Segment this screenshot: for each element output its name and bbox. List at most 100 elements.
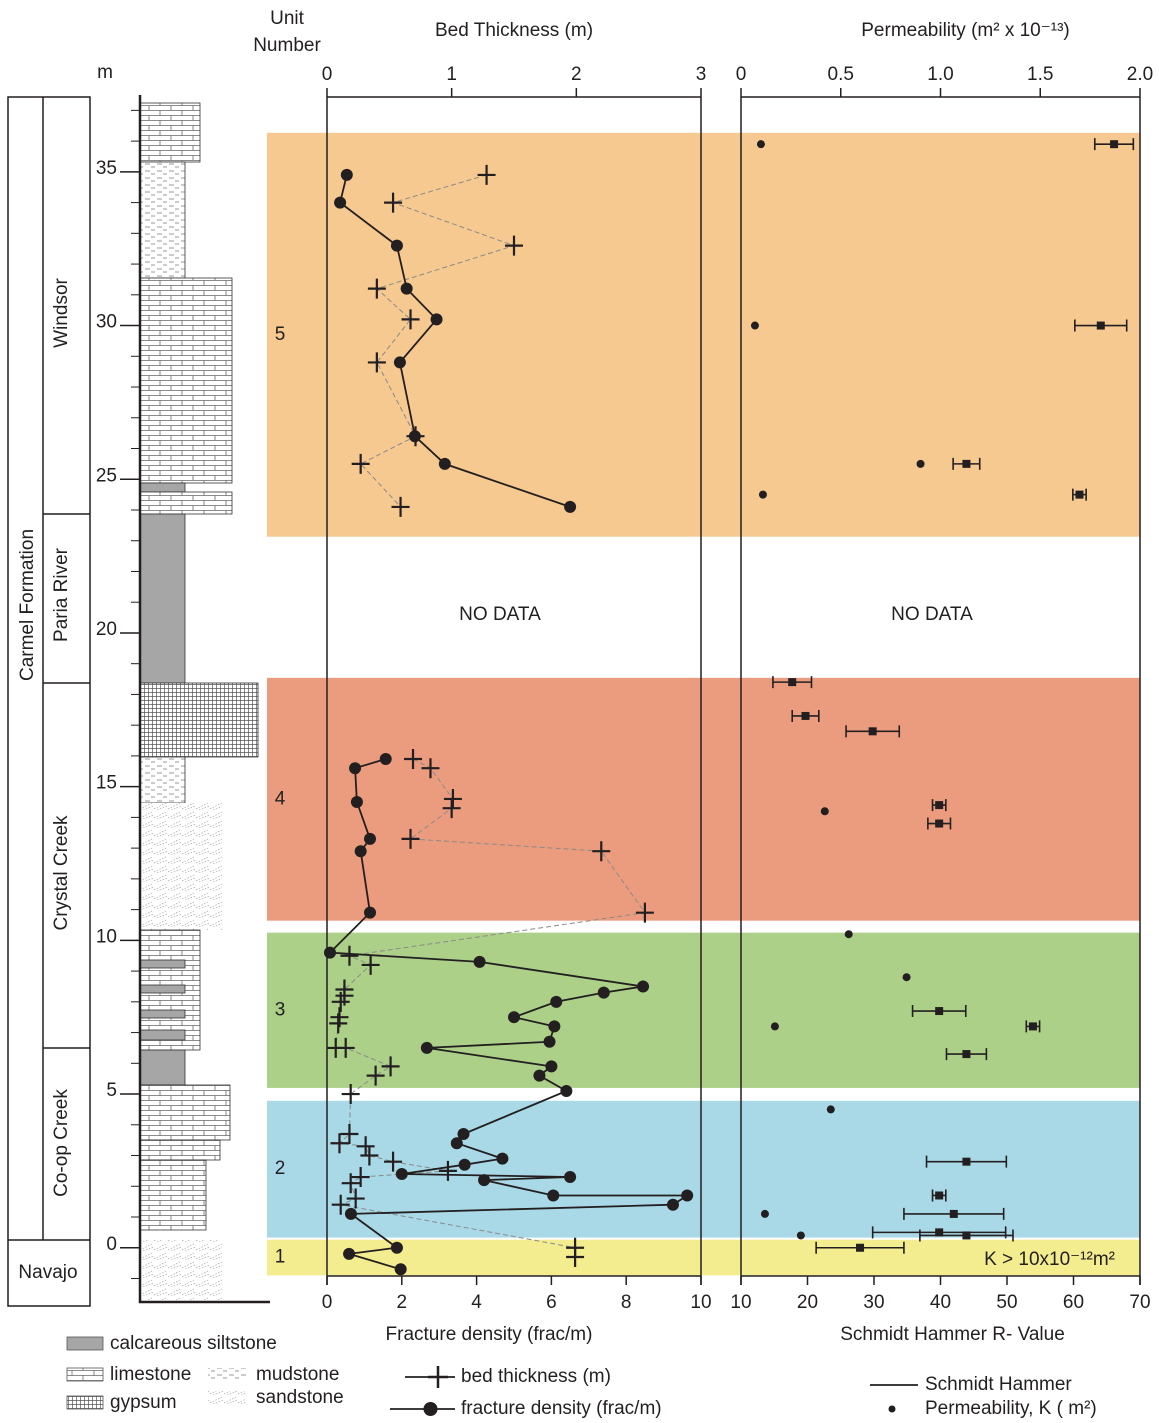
lithology-bed — [140, 757, 185, 803]
lithology-bed — [140, 960, 185, 968]
bottom-tick-label: 30 — [863, 1292, 884, 1313]
legend-marker — [424, 1402, 438, 1416]
lithology-legend-label: gypsum — [110, 1392, 177, 1413]
schmidt-hammer-marker — [935, 801, 943, 809]
unit-number: 4 — [275, 788, 286, 809]
lithology-legend-label: mudstone — [256, 1364, 339, 1385]
annotation: NO DATA — [459, 604, 541, 625]
top-tick-label: 2.0 — [1127, 64, 1153, 85]
permeability-marker — [821, 807, 829, 815]
lithology-bed — [140, 514, 185, 683]
bottom-tick-label: 50 — [996, 1292, 1017, 1313]
lithology-bed — [140, 1085, 230, 1140]
top-tick-label: 1.5 — [1027, 64, 1053, 85]
bottom-tick-label: 70 — [1129, 1292, 1150, 1313]
lithology-legend-label: limestone — [110, 1364, 191, 1385]
fracture-density-marker — [478, 1174, 490, 1186]
fracture-density-marker — [439, 458, 451, 470]
permeability-marker — [917, 460, 925, 468]
lithology-column — [140, 95, 270, 1302]
fracture-density-marker — [364, 833, 376, 845]
fracture-density-marker — [334, 197, 346, 209]
fracture-density-marker — [395, 1263, 407, 1275]
schmidt-hammer-marker — [962, 1231, 970, 1239]
lithology-bed — [140, 683, 258, 757]
lithology-legend-label: calcareous siltstone — [110, 1333, 277, 1354]
fracture-density-marker — [545, 1060, 557, 1072]
schmidt-hammer-marker — [869, 727, 877, 735]
unit-bands — [267, 133, 1140, 1276]
permeability-marker — [771, 1022, 779, 1030]
legend-swatch — [208, 1368, 246, 1381]
depth-axis-label: m — [97, 62, 113, 83]
fracture-density-marker — [547, 1189, 559, 1201]
permeability-marker — [757, 140, 765, 148]
fracture-density-marker — [421, 1042, 433, 1054]
unit-number: 1 — [275, 1247, 286, 1268]
fracture-density-marker — [431, 313, 443, 325]
fracture-density-marker — [409, 430, 421, 442]
bottom-tick-label: 10 — [730, 1292, 751, 1313]
unit-number: 5 — [275, 324, 286, 345]
annotation: NO DATA — [891, 604, 973, 625]
bottom-axis-title: Fracture density (frac/m) — [386, 1324, 593, 1345]
legend-label: Permeability, K ( m²) — [925, 1398, 1097, 1419]
unit-number: 2 — [275, 1158, 286, 1179]
permeability-marker — [827, 1105, 835, 1113]
lithology-bed — [140, 483, 185, 492]
annotation: K > 10x10⁻¹²m² — [984, 1249, 1115, 1270]
schmidt-hammer-marker — [962, 1050, 970, 1058]
permeability-marker — [903, 973, 911, 981]
schmidt-hammer-marker — [856, 1244, 864, 1252]
fracture-density-marker — [391, 1242, 403, 1254]
fracture-density-marker — [564, 1171, 576, 1183]
top-tick-label: 3 — [696, 64, 707, 85]
bottom-tick-label: 40 — [930, 1292, 951, 1313]
fracture-density-marker — [341, 169, 353, 181]
fracture-density-marker — [564, 501, 576, 513]
unit-number-title: Unit — [270, 8, 305, 29]
fracture-density-marker — [474, 956, 486, 968]
top-tick-label: 0.5 — [828, 64, 854, 85]
legend-label: Schmidt Hammer — [925, 1374, 1072, 1395]
figure: 12345m05101520253035UnitNumberCarmel For… — [0, 0, 1159, 1423]
legend-swatch — [67, 1368, 103, 1381]
unit-band — [267, 678, 1140, 921]
permeability-marker — [797, 1231, 805, 1239]
formation-name: Carmel Formation — [17, 529, 38, 681]
permeability-marker — [751, 322, 759, 330]
bottom-tick-label: 10 — [690, 1292, 711, 1313]
schmidt-hammer-marker — [788, 678, 796, 686]
member-name: Navajo — [18, 1262, 77, 1283]
lithology-legend-label: sandstone — [256, 1387, 344, 1408]
unit-number-title: Number — [253, 35, 321, 56]
legend-swatch — [208, 1391, 246, 1404]
schmidt-hammer-marker — [935, 820, 943, 828]
fracture-density-marker — [533, 1070, 545, 1082]
schmidt-hammer-marker — [935, 1191, 943, 1199]
fracture-density-marker — [401, 283, 413, 295]
member-name: Windsor — [51, 277, 72, 347]
member-name: Paria River — [51, 547, 72, 642]
top-axis-title: Bed Thickness (m) — [435, 20, 593, 41]
schmidt-hammer-marker — [1029, 1022, 1037, 1030]
fracture-density-marker — [544, 1036, 556, 1048]
fracture-density-marker — [396, 1168, 408, 1180]
unit-band — [267, 1101, 1140, 1238]
top-tick-label: 0 — [322, 64, 333, 85]
schmidt-hammer-marker — [1097, 322, 1105, 330]
fracture-density-marker — [349, 762, 361, 774]
member-name: Co-op Creek — [51, 1089, 72, 1197]
lithology-bed — [140, 103, 200, 162]
depth-tick-label: 0 — [106, 1234, 117, 1255]
lithology-bed — [140, 985, 185, 993]
legend-swatch — [67, 1396, 103, 1409]
depth-tick-label: 20 — [96, 619, 117, 640]
bottom-tick-label: 0 — [322, 1292, 333, 1313]
fracture-density-marker — [508, 1011, 520, 1023]
schmidt-hammer-marker — [962, 1158, 970, 1166]
legend-swatch — [67, 1337, 103, 1350]
permeability-marker — [761, 1210, 769, 1218]
bottom-tick-label: 60 — [1063, 1292, 1084, 1313]
top-tick-label: 0 — [736, 64, 747, 85]
